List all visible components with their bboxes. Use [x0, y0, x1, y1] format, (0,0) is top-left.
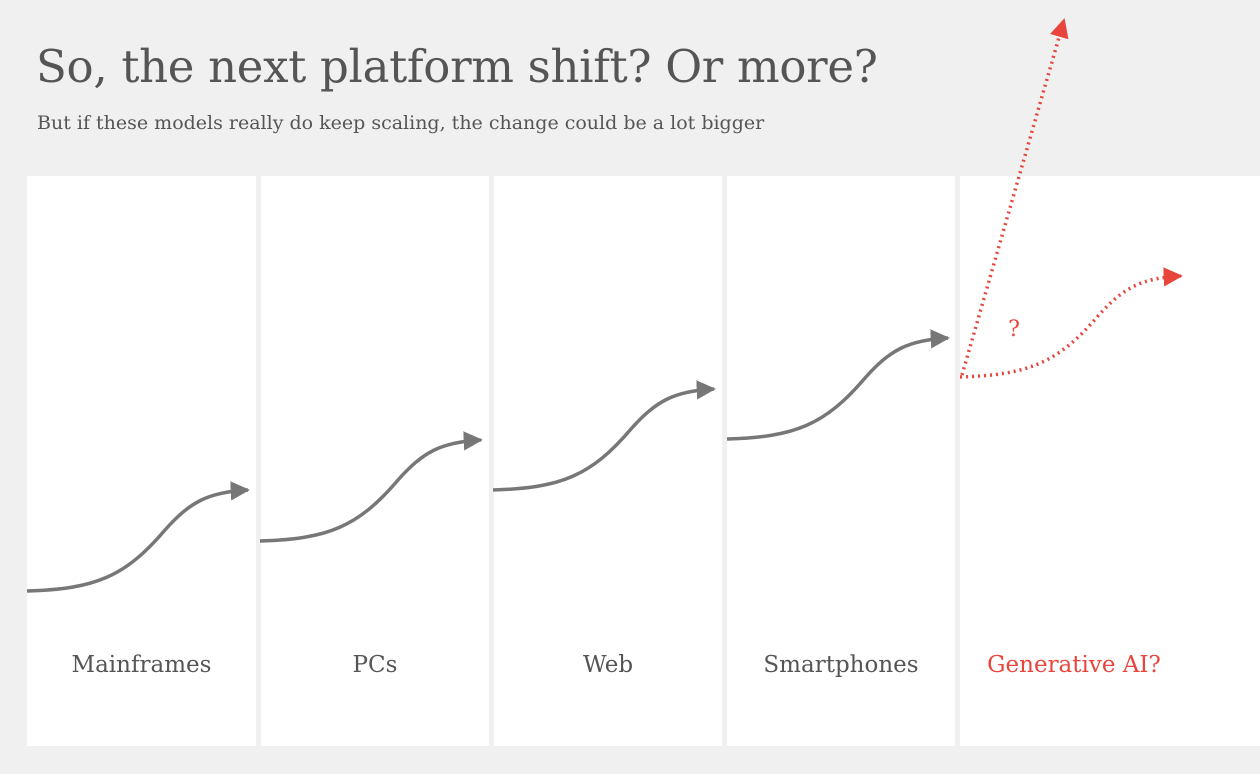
era-panel-web: Web	[494, 176, 722, 746]
page-title: So, the next platform shift? Or more?	[36, 40, 878, 93]
era-panel-mainframes: Mainframes	[27, 176, 256, 746]
page-subtitle: But if these models really do keep scali…	[37, 112, 765, 134]
header: So, the next platform shift? Or more? Bu…	[0, 0, 1260, 176]
era-label-mainframes: Mainframes	[71, 652, 212, 678]
era-label-pcs: PCs	[352, 652, 398, 678]
era-label-smartphones: Smartphones	[763, 652, 919, 678]
era-panel-pcs: PCs	[261, 176, 489, 746]
era-label-web: Web	[582, 652, 634, 678]
era-panel-smartphones: Smartphones	[727, 176, 955, 746]
era-label-generative-ai: Generative AI?	[987, 652, 1161, 678]
era-panel-generative-ai: Generative AI?	[960, 176, 1260, 746]
